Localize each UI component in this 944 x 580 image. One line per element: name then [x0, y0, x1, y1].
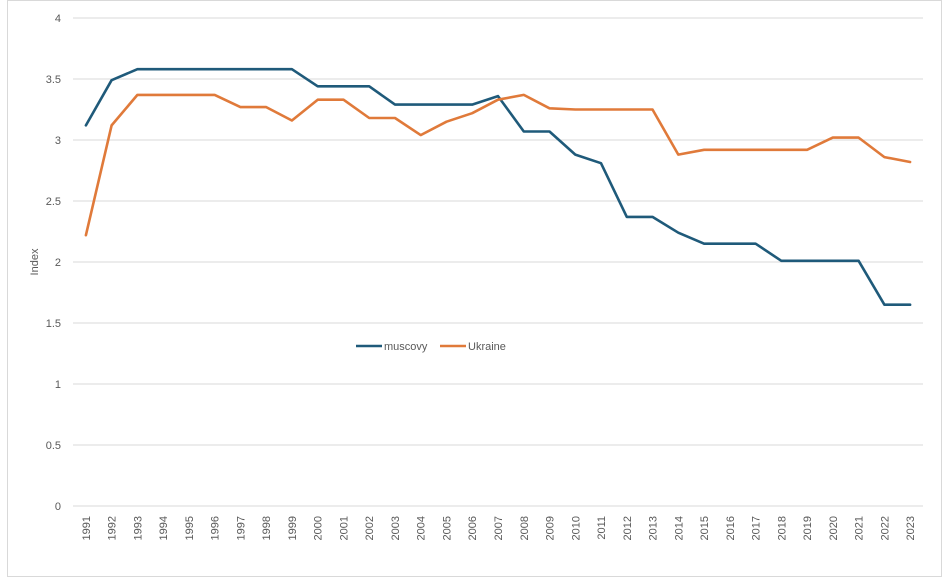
x-tick-label: 2021 [854, 516, 866, 540]
x-tick-label: 2008 [519, 516, 531, 540]
y-tick-label: 2 [55, 257, 61, 269]
y-axis-ticks: 0 0.5 1 1.5 2 2.5 3 3.5 4 [46, 13, 61, 513]
x-tick-label: 1991 [81, 516, 93, 540]
x-tick-label: 2009 [545, 516, 557, 540]
gridlines [73, 17, 923, 507]
x-tick-label: 1992 [107, 516, 119, 540]
y-tick-label: 1.5 [46, 318, 61, 330]
x-tick-label: 2018 [776, 516, 788, 540]
x-axis-ticks: 1991 1992 1993 1994 1995 1996 1997 1998 1999 2000… [81, 516, 917, 540]
series-line-muscovy [84, 67, 912, 307]
x-tick-label: 2015 [699, 516, 711, 540]
y-tick-label: 0.5 [46, 440, 61, 452]
x-tick-label: 2016 [725, 516, 737, 540]
x-tick-label: 1995 [184, 516, 196, 540]
y-tick-label: 0 [55, 501, 61, 513]
y-tick-label: 3.5 [46, 74, 61, 86]
legend-label: Ukraine [468, 341, 506, 353]
x-tick-label: 2013 [648, 516, 660, 540]
y-tick-label: 2.5 [46, 196, 61, 208]
x-tick-label: 1996 [210, 516, 222, 540]
x-tick-label: 2022 [879, 516, 891, 540]
x-tick-label: 1998 [261, 516, 273, 540]
x-tick-label: 1993 [132, 516, 144, 540]
y-tick-label: 4 [55, 13, 61, 25]
x-tick-label: 1997 [235, 516, 247, 540]
x-tick-label: 2010 [570, 516, 582, 540]
x-tick-label: 2012 [622, 516, 634, 540]
x-tick-label: 2000 [313, 516, 325, 540]
y-tick-label: 1 [55, 379, 61, 391]
x-tick-label: 2004 [416, 516, 428, 540]
x-tick-label: 2002 [364, 516, 376, 540]
x-tick-label: 2011 [596, 516, 608, 540]
x-tick-label: 2003 [390, 516, 402, 540]
x-tick-label: 1994 [158, 516, 170, 540]
x-tick-label: 2019 [802, 516, 814, 540]
x-tick-label: 1999 [287, 516, 299, 540]
y-axis-label: Index [29, 248, 41, 275]
series-lines [84, 67, 912, 307]
x-tick-label: 2023 [905, 516, 917, 540]
legend: muscovy Ukraine [356, 341, 506, 353]
y-tick-label: 3 [55, 135, 61, 147]
x-tick-label: 2020 [828, 516, 840, 540]
series-line-ukraine [84, 93, 912, 237]
x-tick-label: 2014 [673, 516, 685, 540]
x-tick-label: 2005 [441, 516, 453, 540]
x-tick-label: 2017 [751, 516, 763, 540]
x-tick-label: 2001 [338, 516, 350, 540]
x-tick-label: 2006 [467, 516, 479, 540]
legend-label: muscovy [384, 341, 428, 353]
x-tick-label: 2007 [493, 516, 505, 540]
